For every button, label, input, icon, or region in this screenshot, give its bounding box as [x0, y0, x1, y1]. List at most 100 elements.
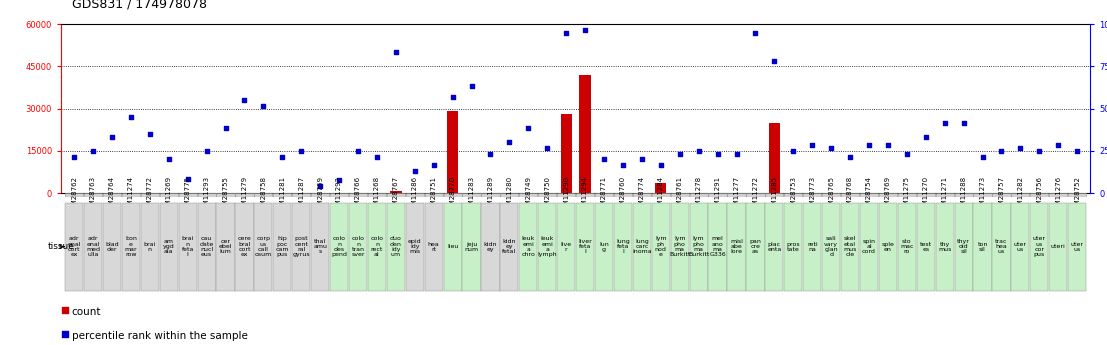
Text: epid
idy
mis: epid idy mis: [408, 239, 422, 254]
FancyBboxPatch shape: [122, 203, 139, 291]
Point: [538, 145, 556, 151]
Point: [159, 157, 177, 162]
Point: [1068, 148, 1086, 154]
FancyBboxPatch shape: [425, 203, 443, 291]
Point: [577, 27, 594, 32]
FancyBboxPatch shape: [803, 193, 821, 197]
FancyBboxPatch shape: [594, 203, 613, 291]
Text: GSM28772: GSM28772: [147, 176, 153, 214]
Text: GSM11271: GSM11271: [942, 176, 948, 214]
Text: misl
abe
lore: misl abe lore: [730, 239, 743, 254]
Text: GSM11290: GSM11290: [563, 176, 569, 214]
FancyBboxPatch shape: [197, 193, 216, 197]
Text: GSM11280: GSM11280: [506, 176, 513, 214]
Point: [338, 2, 355, 8]
Text: GSM11278: GSM11278: [695, 176, 702, 214]
FancyBboxPatch shape: [159, 193, 178, 197]
FancyBboxPatch shape: [841, 193, 859, 197]
Text: GSM11277: GSM11277: [734, 176, 739, 214]
Point: [368, 154, 385, 159]
FancyBboxPatch shape: [538, 193, 557, 197]
FancyBboxPatch shape: [255, 203, 272, 291]
Text: percentile rank within the sample: percentile rank within the sample: [72, 331, 248, 341]
Text: GSM11276: GSM11276: [1055, 176, 1062, 214]
Point: [387, 50, 405, 55]
Text: corp
us
call
osum: corp us call osum: [255, 236, 272, 257]
FancyBboxPatch shape: [368, 203, 386, 291]
Text: GSM11270: GSM11270: [923, 176, 929, 214]
Text: lym
pho
ma
Burkitt: lym pho ma Burkitt: [669, 236, 691, 257]
Bar: [447, 111, 458, 193]
FancyBboxPatch shape: [349, 203, 368, 291]
FancyBboxPatch shape: [879, 203, 897, 291]
FancyBboxPatch shape: [1012, 193, 1030, 197]
Bar: [560, 114, 572, 193]
FancyBboxPatch shape: [784, 203, 803, 291]
Text: mel
ano
ma
G336: mel ano ma G336: [710, 236, 726, 257]
Text: GSM28757: GSM28757: [999, 176, 1004, 214]
Text: GSM28754: GSM28754: [866, 176, 872, 214]
Point: [500, 140, 518, 145]
FancyBboxPatch shape: [425, 193, 443, 197]
Text: live
r: live r: [560, 241, 571, 252]
Point: [557, 30, 575, 35]
Text: thyr
oid
sil: thyr oid sil: [958, 239, 970, 254]
FancyBboxPatch shape: [255, 193, 272, 197]
FancyBboxPatch shape: [708, 203, 726, 291]
Bar: [768, 123, 780, 193]
FancyBboxPatch shape: [841, 203, 859, 291]
Text: ton
sil: ton sil: [977, 241, 987, 252]
Point: [482, 151, 499, 157]
Text: GSM11281: GSM11281: [279, 176, 286, 214]
FancyBboxPatch shape: [633, 193, 651, 197]
Text: GSM28773: GSM28773: [809, 176, 815, 214]
FancyBboxPatch shape: [292, 203, 310, 291]
FancyBboxPatch shape: [917, 193, 934, 197]
Text: liver
feta
l: liver feta l: [578, 239, 592, 254]
FancyBboxPatch shape: [519, 203, 537, 291]
Point: [425, 162, 443, 168]
Point: [746, 30, 764, 35]
Text: post
cent
ral
gyrus: post cent ral gyrus: [292, 236, 310, 257]
Text: GSM28764: GSM28764: [108, 176, 115, 214]
Text: reti
na: reti na: [807, 241, 817, 252]
Text: pan
cre
as: pan cre as: [749, 239, 762, 254]
Point: [444, 95, 462, 100]
Text: spin
al
cord: spin al cord: [862, 239, 876, 254]
Text: GSM11275: GSM11275: [903, 176, 910, 214]
FancyBboxPatch shape: [217, 193, 235, 197]
Text: lung
carc
inoma: lung carc inoma: [632, 239, 652, 254]
Text: colo
n
rect
al: colo n rect al: [371, 236, 383, 257]
Point: [596, 157, 613, 162]
FancyBboxPatch shape: [765, 203, 784, 291]
Text: sali
vary
glan
d: sali vary glan d: [824, 236, 838, 257]
Point: [65, 154, 83, 159]
Text: lym
ph
nod
e: lym ph nod e: [655, 236, 666, 257]
FancyBboxPatch shape: [992, 193, 1011, 197]
Point: [141, 131, 158, 137]
Point: [338, 221, 355, 227]
Text: bon
e
mar
row: bon e mar row: [125, 236, 137, 257]
Text: am
ygd
ala: am ygd ala: [163, 239, 175, 254]
Text: uter
us: uter us: [1014, 241, 1027, 252]
FancyBboxPatch shape: [917, 203, 934, 291]
FancyBboxPatch shape: [368, 193, 386, 197]
Text: count: count: [72, 307, 102, 317]
FancyBboxPatch shape: [482, 193, 499, 197]
Text: GDS831 / 174978078: GDS831 / 174978078: [72, 0, 207, 10]
FancyBboxPatch shape: [463, 203, 480, 291]
FancyBboxPatch shape: [671, 193, 689, 197]
Point: [103, 134, 121, 140]
Text: GSM11285: GSM11285: [772, 176, 777, 214]
FancyBboxPatch shape: [463, 193, 480, 197]
FancyBboxPatch shape: [652, 203, 670, 291]
FancyBboxPatch shape: [954, 193, 973, 197]
Text: GSM28750: GSM28750: [545, 176, 550, 214]
FancyBboxPatch shape: [330, 203, 349, 291]
Bar: [390, 191, 402, 193]
Text: leuk
emi
a
chro: leuk emi a chro: [521, 236, 536, 257]
Text: GSM11292: GSM11292: [337, 176, 342, 214]
FancyBboxPatch shape: [823, 193, 840, 197]
Text: cau
date
nucl
eus: cau date nucl eus: [199, 236, 214, 257]
FancyBboxPatch shape: [178, 193, 197, 197]
